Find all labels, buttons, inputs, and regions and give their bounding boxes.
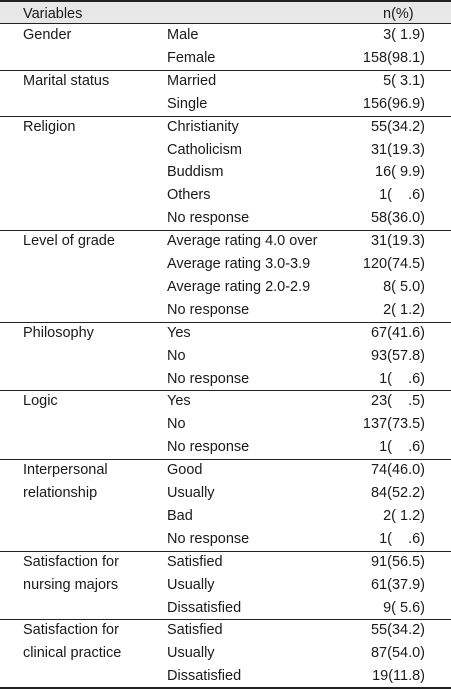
count-percent-value: 58(36.0) <box>370 210 425 227</box>
count-percent-value: 158(98.1) <box>362 49 425 66</box>
category-label: No response <box>167 439 250 456</box>
category-label: Others <box>167 187 211 204</box>
category-label: No response <box>167 210 250 227</box>
count-percent-value: 5( 3.1) <box>383 72 425 89</box>
group-divider <box>0 390 451 391</box>
count-percent-value: 1( .6) <box>379 370 425 387</box>
category-label: Single <box>167 95 208 112</box>
count-percent-value: 156(96.9) <box>362 95 425 112</box>
table-top-rule <box>0 0 451 2</box>
count-percent-value: 8( 5.0) <box>383 278 425 295</box>
category-label: Female <box>167 49 216 66</box>
category-label: No response <box>167 301 250 318</box>
count-percent-value: 1( .6) <box>379 187 425 204</box>
category-label: Usually <box>167 576 215 593</box>
group-divider <box>0 230 451 231</box>
variable-label: Gender <box>23 27 72 43</box>
category-label: Satisfied <box>167 553 223 570</box>
count-percent-value: 67(41.6) <box>370 324 425 341</box>
category-label: Average rating 2.0-2.9 <box>167 278 311 295</box>
header-variables: Variables <box>23 6 83 22</box>
count-percent-value: 31(19.3) <box>370 233 425 250</box>
category-label: Bad <box>167 507 193 524</box>
count-percent-value: 74(46.0) <box>370 462 425 479</box>
variable-label: nursing majors <box>23 576 119 593</box>
variable-label: Level of grade <box>23 233 115 250</box>
variable-label: Satisfaction for <box>23 622 119 639</box>
category-label: No <box>167 347 186 364</box>
group-divider <box>0 322 451 323</box>
variable-label: relationship <box>23 485 98 501</box>
count-percent-value: 3( 1.9) <box>383 27 425 43</box>
header-n-percent: n(%) <box>383 6 414 22</box>
count-percent-value: 120(74.5) <box>362 256 425 272</box>
count-percent-value: 16( 9.9) <box>375 164 425 181</box>
group-divider <box>0 70 451 71</box>
header-bottom-rule <box>0 23 451 24</box>
variable-label: Religion <box>23 118 76 135</box>
category-label: Dissatisfied <box>167 668 242 685</box>
count-percent-value: 23( .5) <box>371 393 425 410</box>
category-label: Married <box>167 72 217 89</box>
variable-label: Logic <box>23 393 58 410</box>
group-divider <box>0 551 451 552</box>
category-label: Usually <box>167 645 215 662</box>
count-percent-value: 19(11.8) <box>372 668 425 685</box>
category-label: Christianity <box>167 118 239 135</box>
count-percent-value: 87(54.0) <box>370 645 425 662</box>
table-bottom-rule <box>0 687 451 689</box>
category-label: No response <box>167 370 250 387</box>
count-percent-value: 1( .6) <box>379 439 425 456</box>
category-label: Usually <box>167 485 215 501</box>
count-percent-value: 61(37.9) <box>370 576 425 593</box>
category-label: Yes <box>167 324 191 341</box>
category-label: Average rating 3.0-3.9 <box>167 256 311 272</box>
count-percent-value: 55(34.2) <box>370 118 425 135</box>
variable-label: Satisfaction for <box>23 553 119 570</box>
variable-label: Interpersonal <box>23 462 108 479</box>
count-percent-value: 2( 1.2) <box>383 507 425 524</box>
category-label: Buddism <box>167 164 224 181</box>
group-divider <box>0 459 451 460</box>
variable-label: clinical practice <box>23 645 122 662</box>
category-label: Male <box>167 27 199 43</box>
count-percent-value: 55(34.2) <box>370 622 425 639</box>
count-percent-value: 9( 5.6) <box>383 599 425 616</box>
variable-label: Philosophy <box>23 324 94 341</box>
category-label: Satisfied <box>167 622 223 639</box>
category-label: Dissatisfied <box>167 599 242 616</box>
category-label: Catholicism <box>167 141 242 158</box>
count-percent-value: 1( .6) <box>379 530 425 547</box>
category-label: No response <box>167 530 250 547</box>
category-label: Average rating 4.0 over <box>167 233 318 250</box>
count-percent-value: 93(57.8) <box>370 347 425 364</box>
count-percent-value: 31(19.3) <box>370 141 425 158</box>
group-divider <box>0 116 451 117</box>
count-percent-value: 137(73.5) <box>362 416 425 433</box>
category-label: No <box>167 416 186 433</box>
table-header: Variables n(%) <box>0 2 451 23</box>
category-label: Good <box>167 462 203 479</box>
count-percent-value: 84(52.2) <box>370 485 425 501</box>
group-divider <box>0 619 451 620</box>
variable-label: Marital status <box>23 72 110 89</box>
count-percent-value: 91(56.5) <box>370 553 425 570</box>
category-label: Yes <box>167 393 191 410</box>
count-percent-value: 2( 1.2) <box>383 301 425 318</box>
